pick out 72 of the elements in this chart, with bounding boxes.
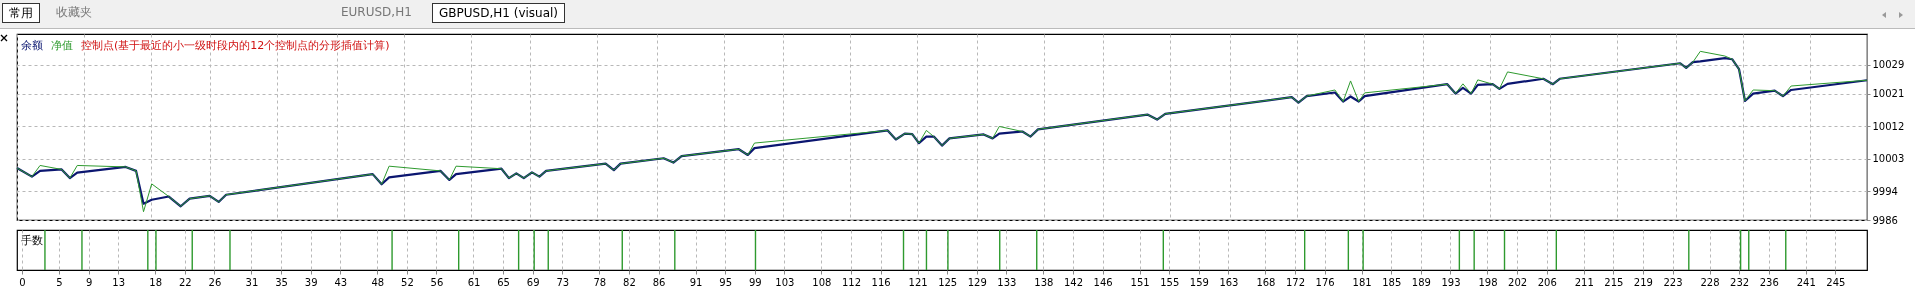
text: 净值: [51, 39, 73, 52]
x-tick-label: 146: [1093, 276, 1113, 288]
x-tick-label: 206: [1537, 276, 1557, 288]
x-tick-label: 163: [1219, 276, 1239, 288]
x-tick-label: 26: [208, 276, 222, 288]
x-tick-label: 9: [85, 276, 93, 288]
x-tick-label: 39: [304, 276, 318, 288]
x-tick-label: 232: [1730, 276, 1750, 288]
x-tick-label: 189: [1411, 276, 1431, 288]
x-tick-label: 198: [1478, 276, 1498, 288]
x-tick-label: 215: [1604, 276, 1624, 288]
x-tick-label: 228: [1700, 276, 1720, 288]
x-tick-label: 48: [371, 276, 385, 288]
x-tick-label: 43: [334, 276, 348, 288]
text: 收藏夹: [55, 4, 93, 21]
x-tick-label: 78: [593, 276, 607, 288]
x-tick-label: 103: [775, 276, 795, 288]
x-tick-label: 86: [652, 276, 666, 288]
x-tick-label: 31: [245, 276, 259, 288]
x-tick-label: 172: [1286, 276, 1306, 288]
x-tick-label: 116: [871, 276, 891, 288]
x-tick-label: 193: [1441, 276, 1461, 288]
x-tick-label: 219: [1633, 276, 1653, 288]
x-tick-label: 211: [1574, 276, 1594, 288]
x-tick-label: 22: [178, 276, 192, 288]
x-tick-label: 56: [430, 276, 444, 288]
x-tick-label: 18: [149, 276, 163, 288]
y-tick-label: 10003: [1872, 153, 1905, 165]
x-tick-label: 236: [1759, 276, 1779, 288]
x-tick-label: 0: [19, 276, 26, 288]
x-tick-label: 125: [938, 276, 958, 288]
x-tick-label: 142: [1063, 276, 1084, 288]
x-tick-label: 91: [689, 276, 703, 288]
y-tick-label: 9986: [1872, 214, 1898, 226]
x-tick-label: 129: [967, 276, 987, 288]
x-tick-label: 95: [719, 276, 732, 288]
x-tick-label: 35: [275, 276, 288, 288]
x-tick-label: 223: [1663, 276, 1683, 288]
x-tick-label: 108: [812, 276, 832, 288]
x-tick-label: 181: [1352, 276, 1372, 288]
x-tick-label: 202: [1508, 276, 1528, 288]
x-tick-label: 69: [526, 276, 540, 288]
x-tick-label: 52: [401, 276, 414, 288]
y-tick-label: 9994: [1872, 185, 1898, 197]
x-tick-label: 241: [1796, 276, 1816, 288]
y-tick-label: 10029: [1872, 59, 1905, 71]
chart-title: 手数: [21, 234, 43, 247]
text: 余额: [21, 39, 43, 52]
x-tick-label: 13: [112, 276, 126, 288]
x-tick-label: 99: [748, 276, 762, 288]
text: GBPUSD,H1 (visual): [432, 3, 566, 23]
x-tick-label: 159: [1189, 276, 1209, 288]
x-tick-label: 73: [556, 276, 570, 288]
x-tick-label: 168: [1256, 276, 1276, 288]
x-tick-label: 176: [1315, 276, 1335, 288]
text: EURUSD,H1: [340, 4, 413, 21]
x-tick-label: 133: [997, 276, 1017, 288]
y-tick-label: 10012: [1872, 120, 1905, 132]
text: 常用: [2, 3, 40, 23]
x-tick-label: 121: [908, 276, 928, 288]
x-tick-label: 138: [1034, 276, 1054, 288]
x-tick-label: 112: [841, 276, 862, 288]
x-tick-label: 155: [1160, 276, 1180, 288]
x-tick-label: 82: [623, 276, 636, 288]
x-tick-label: 65: [497, 276, 510, 288]
x-tick-label: 245: [1826, 276, 1846, 288]
x-tick-label: 5: [56, 276, 63, 288]
annotation: 控制点(基于最近的小一级时段内的12个控制点的分形插值计算): [81, 39, 390, 52]
x-tick-label: 185: [1382, 276, 1402, 288]
y-tick-label: 10021: [1872, 88, 1905, 100]
x-tick-label: 151: [1130, 276, 1150, 288]
x-tick-label: 61: [467, 276, 481, 288]
